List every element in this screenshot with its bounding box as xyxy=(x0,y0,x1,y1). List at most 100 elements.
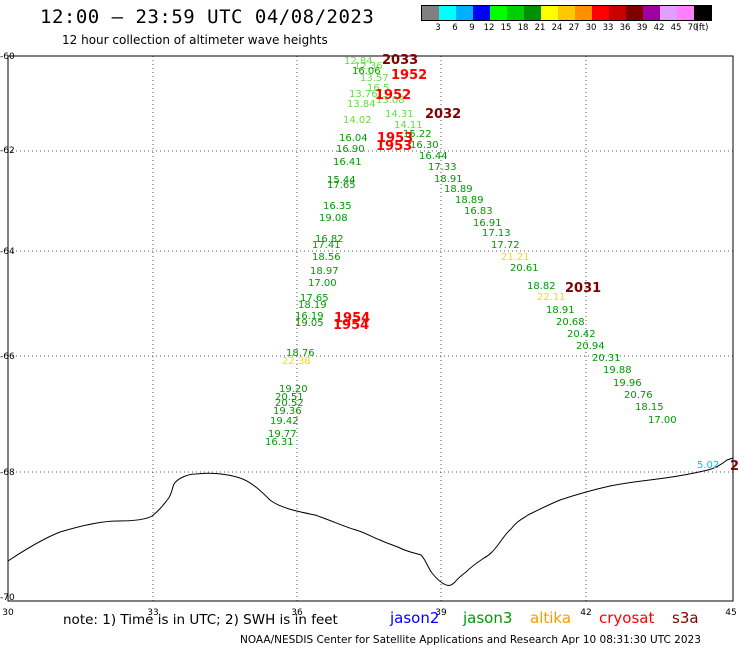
latitude-tick-label: -60 xyxy=(0,52,15,62)
pass-time-label: 1952 xyxy=(391,68,427,83)
units-note: note: 1) Time is in UTC; 2) SWH is in fe… xyxy=(63,612,338,628)
legend-label: (ft) xyxy=(695,23,709,33)
pass-time-label: 1954 xyxy=(333,318,369,333)
legend-swatch xyxy=(694,6,711,20)
wave-height-label: 16.82 xyxy=(315,234,344,245)
pass-time-label: 2032 xyxy=(425,107,461,122)
wave-height-label: 18.82 xyxy=(527,281,556,292)
longitude-tick-label: 30 xyxy=(2,608,14,618)
wave-height-label: 15.44 xyxy=(327,175,356,186)
wave-height-label: 17.65 xyxy=(300,293,329,304)
wave-height-label: 16.41 xyxy=(333,157,362,168)
longitude-tick-label: 45 xyxy=(725,608,736,618)
legend-label: 45 xyxy=(670,23,682,33)
wave-height-label: 16.06 xyxy=(352,66,381,77)
wave-height-label: 16.83 xyxy=(464,206,493,217)
wave-height-label: 17.00 xyxy=(648,415,677,426)
pass-time-label: 1953 xyxy=(376,139,412,154)
wave-height-label: 18.15 xyxy=(635,402,664,413)
graticule xyxy=(8,56,733,601)
pass-time-label: 1954 xyxy=(334,311,370,326)
wave-height-label: 16.04 xyxy=(339,133,368,144)
legend-label: 42 xyxy=(653,23,665,33)
longitude-tick-label: 33 xyxy=(147,608,158,618)
latitude-tick-label: -66 xyxy=(0,352,15,362)
legend-swatch xyxy=(660,6,677,20)
wave-height-label: 19.36 xyxy=(273,406,302,417)
wave-height-label: 17.41 xyxy=(312,240,341,251)
wave-height-label: 19.20 xyxy=(279,384,308,395)
legend-label: 39 xyxy=(636,23,648,33)
wave-height-label: 17.65 xyxy=(327,180,356,191)
wave-height-label: 20.61 xyxy=(510,263,539,274)
wave-height-label: 21.21 xyxy=(501,252,530,263)
satellite-jason2-label: jason2 xyxy=(390,609,440,627)
wave-height-label: 13.84 xyxy=(347,99,376,110)
legend-swatch xyxy=(626,6,643,20)
legend-label: 15 xyxy=(500,23,512,33)
wave-height-label: 13.08 xyxy=(376,95,405,106)
legend-swatch xyxy=(439,6,456,20)
legend-label: 6 xyxy=(452,23,458,33)
wave-height-label: 19.88 xyxy=(603,365,632,376)
wave-height-label: 18.56 xyxy=(312,252,341,263)
latitude-tick-label: -64 xyxy=(0,247,15,257)
legend-swatch xyxy=(643,6,660,20)
wave-height-label: 20.52 xyxy=(275,398,304,409)
wave-height-label: 13.57 xyxy=(360,73,389,84)
wave-height-label: 16.90 xyxy=(336,144,365,155)
legend-label: 36 xyxy=(619,23,631,33)
legend-swatch xyxy=(524,6,541,20)
satellite-cryosat-label: cryosat xyxy=(599,609,655,627)
legend-label: 9 xyxy=(469,23,475,33)
legend-swatch xyxy=(677,6,694,20)
wave-height-label: 16.35 xyxy=(323,201,352,212)
wave-height-label: 22.11 xyxy=(537,292,566,303)
wave-height-label: 16.31 xyxy=(265,437,294,448)
wave-height-label: 17.13 xyxy=(482,228,511,239)
legend-swatch xyxy=(422,6,439,20)
wave-height-label: 16.30 xyxy=(410,140,439,151)
wave-height-label: 17.72 xyxy=(491,240,520,251)
wave-height-label: 18.89 xyxy=(455,195,484,206)
wave-height-label: 15.22 xyxy=(403,129,432,140)
legend-swatch xyxy=(558,6,575,20)
wave-height-label: 12.36 xyxy=(354,61,383,72)
longitude-tick-label: 42 xyxy=(580,608,591,618)
legend-label: 12 xyxy=(483,23,495,33)
latitude-tick-label: -62 xyxy=(0,146,15,156)
wave-height-labels: 12.8412.3616.0613.5716.513.7613.0813.841… xyxy=(265,56,719,471)
antarctic-coastline xyxy=(7,457,734,586)
wave-height-label: 22.38 xyxy=(282,356,311,367)
legend-swatch xyxy=(490,6,507,20)
legend-label: 3 xyxy=(435,23,441,33)
wave-height-label: 14.02 xyxy=(343,115,372,126)
legend-swatch xyxy=(575,6,592,20)
satellite-s3a-label: s3a xyxy=(672,609,699,627)
pass-time-label: 2033 xyxy=(382,53,418,68)
map-subtitle: 12 hour collection of altimeter wave hei… xyxy=(62,33,328,47)
legend-swatch xyxy=(473,6,490,20)
map-frame xyxy=(7,55,734,602)
color-scale-legend: 3 6 9 12 15 18 21 24 27 30 33 36 39 42 45 70 (ft) xyxy=(421,5,712,35)
latitude-tick-label: -68 xyxy=(0,468,15,478)
pass-time-label: 1953 xyxy=(377,131,413,146)
credit-line: NOAA/NESDIS Center for Satellite Applica… xyxy=(240,634,701,646)
wave-height-label: 20.31 xyxy=(592,353,621,364)
wave-height-label: 18.89 xyxy=(444,184,473,195)
wave-height-label: 19.77 xyxy=(268,429,297,440)
legend-label: 24 xyxy=(551,23,563,33)
wave-height-label: 18.97 xyxy=(310,266,339,277)
wave-height-label: 18.76 xyxy=(286,348,315,359)
wave-height-label: 17.00 xyxy=(308,278,337,289)
wave-height-label: 16.91 xyxy=(473,218,502,229)
wave-height-label: 20.68 xyxy=(556,317,585,328)
wave-height-label: 18.19 xyxy=(298,300,327,311)
wave-height-label: 17.33 xyxy=(428,162,457,173)
map-title: 12:00 – 23:59 UTC 04/08/2023 xyxy=(40,6,375,28)
wave-height-label: 12.84 xyxy=(344,56,373,67)
longitude-tick-label: 39 xyxy=(435,608,447,618)
longitude-tick-label: 36 xyxy=(291,608,303,618)
legend-label: 18 xyxy=(517,23,529,33)
